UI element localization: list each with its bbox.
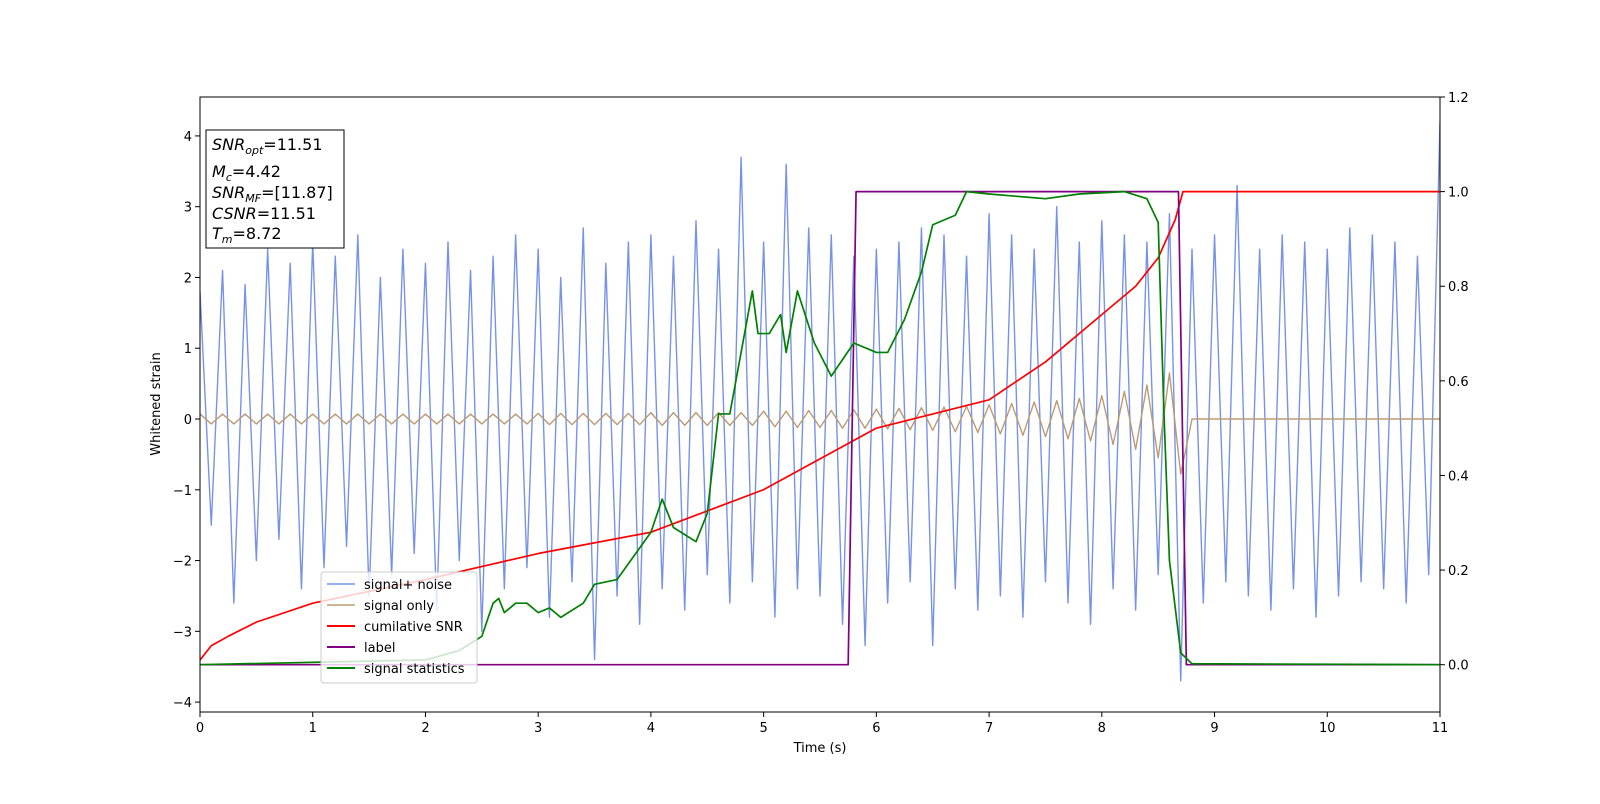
annotation-line: Mc=4.42 <box>212 162 281 184</box>
x-tick-label: 10 <box>1319 721 1336 736</box>
y-tick-label: −2 <box>173 555 192 570</box>
legend-label: signal only <box>364 599 434 614</box>
annotation-frame <box>205 129 345 249</box>
y2-tick-label: 0.0 <box>1448 659 1469 674</box>
annotation-symbol: CSNR <box>212 204 257 223</box>
x-tick-label: 1 <box>309 721 317 736</box>
legend-label: label <box>364 641 395 656</box>
x-tick-label: 3 <box>534 721 542 736</box>
annotation-symbol: T <box>212 224 223 243</box>
x-tick-label: 5 <box>759 721 767 736</box>
legend-frame <box>320 571 478 684</box>
x-tick-label: 2 <box>421 721 429 736</box>
y-tick-label: 4 <box>184 130 192 145</box>
legend-label: signal+ noise <box>364 578 452 593</box>
x-tick-label: 9 <box>1210 721 1218 736</box>
annotation-subscript: c <box>226 171 232 184</box>
annotation-symbol: SNR <box>212 135 245 154</box>
annotation-value: =11.51 <box>257 204 316 223</box>
annotation-line: SNRopt=11.51 <box>212 135 323 157</box>
y2-tick-label: 0.8 <box>1448 280 1469 295</box>
annotation-box: SNRopt=11.51Mc=4.42SNRMF=[11.87]CSNR=11.… <box>205 129 345 249</box>
annotation-value: =4.42 <box>232 162 281 181</box>
series-line <box>200 190 1440 666</box>
x-axis-label: Time (s) <box>793 741 847 756</box>
x-tick-label: 7 <box>985 721 993 736</box>
x-tick-label: 11 <box>1432 721 1449 736</box>
x-tick-label: 8 <box>1098 721 1106 736</box>
y-tick-label: 1 <box>184 342 192 357</box>
y-tick-label: −3 <box>173 625 192 640</box>
y2-tick-label: 1.0 <box>1448 186 1469 201</box>
y2-tick-label: 0.2 <box>1448 564 1469 579</box>
y-axis-label: Whitened strain <box>149 352 164 455</box>
series-line <box>200 190 1440 661</box>
annotation-line: CSNR=11.51 <box>212 204 316 223</box>
y-tick-label: −1 <box>173 484 192 499</box>
y-tick-label: 0 <box>184 413 192 428</box>
legend: signal+ noise signal only cumilative SNR la… <box>320 571 478 684</box>
y2-tick-label: 1.2 <box>1448 91 1469 106</box>
x-tick-label: 0 <box>196 721 204 736</box>
series-line <box>200 121 1440 682</box>
annotation-value: =11.51 <box>263 135 322 154</box>
y2-tick-label: 0.4 <box>1448 469 1469 484</box>
annotation-value: =[11.87] <box>261 183 333 202</box>
legend-label: signal statistics <box>364 662 465 677</box>
annotation-subscript: MF <box>245 192 261 205</box>
x-tick-label: 4 <box>647 721 655 736</box>
annotation-subscript: m <box>222 233 233 246</box>
y-tick-label: 3 <box>184 201 192 216</box>
y2-tick-label: 0.6 <box>1448 375 1469 390</box>
plot-frame <box>199 96 1441 713</box>
series-line <box>200 372 1440 475</box>
annotation-symbol: SNR <box>212 183 245 202</box>
annotation-line: Tm=8.72 <box>212 224 282 246</box>
annotation-value: =8.72 <box>233 224 282 243</box>
y-tick-label: 2 <box>184 271 192 286</box>
annotation-line: SNRMF=[11.87] <box>212 183 333 205</box>
y-tick-label: −4 <box>173 696 192 711</box>
legend-label: cumilative SNR <box>364 620 463 635</box>
annotation-symbol: M <box>212 162 226 181</box>
x-tick-label: 6 <box>872 721 880 736</box>
annotation-subscript: opt <box>245 144 264 157</box>
